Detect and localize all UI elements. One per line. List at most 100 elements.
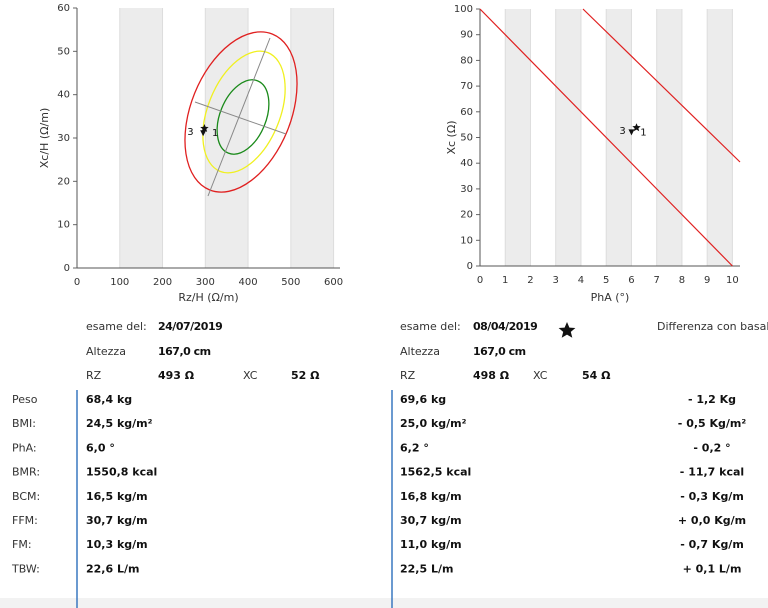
- exam-date-label: esame del:: [400, 320, 461, 333]
- exam-value: 6,2 °: [400, 441, 429, 454]
- difference-title: Differenza con basale: [657, 320, 768, 333]
- rz-value: 498 Ω: [473, 369, 510, 382]
- baseline-value: 6,0 °: [86, 441, 115, 454]
- x-axis-label: PhA (°): [591, 291, 630, 304]
- x-tick-label: 200: [153, 277, 172, 288]
- x-tick-label: 5: [603, 275, 609, 286]
- y-tick-label: 50: [460, 133, 473, 144]
- reference-ellipses: [184, 31, 298, 197]
- grid-band: [290, 8, 334, 268]
- ellipse-50: [216, 79, 270, 155]
- point-marker: [200, 130, 207, 137]
- xc-value: 52 Ω: [291, 369, 320, 382]
- x-tick-label: 0: [74, 277, 80, 288]
- exam-value: 16,8 kg/m: [400, 490, 462, 503]
- point-label: 1: [640, 127, 646, 138]
- grid-band: [555, 9, 581, 266]
- height-label: Altezza: [400, 345, 440, 358]
- row-label: FFM:: [12, 514, 38, 527]
- x-tick-label: 10: [726, 275, 739, 286]
- xc-label: XC: [243, 369, 258, 382]
- reference-line: [582, 8, 741, 163]
- y-tick-label: 0: [64, 263, 70, 274]
- difference-value: - 0,2 °: [693, 441, 730, 454]
- exam-date-label: esame del:: [86, 320, 147, 333]
- baseline-value: 1550,8 kcal: [86, 466, 157, 479]
- baseline-value: 22,6 L/m: [86, 562, 139, 575]
- grid-band: [656, 9, 682, 266]
- difference-value: + 0,1 L/m: [683, 562, 742, 575]
- x-tick-label: 7: [654, 275, 660, 286]
- y-tick-label: 40: [460, 158, 473, 169]
- x-tick-label: 4: [578, 275, 584, 286]
- rz-label: RZ: [400, 369, 416, 382]
- y-tick-label: 50: [57, 46, 70, 57]
- x-axis-label: Rz/H (Ω/m): [178, 291, 238, 304]
- reference-line: [479, 8, 733, 267]
- point-star: [200, 124, 209, 133]
- ellipse-95: [184, 31, 298, 193]
- exam-date: 24/07/2019: [158, 320, 222, 333]
- y-tick-label: 30: [57, 133, 70, 144]
- x-tick-label: 3: [553, 275, 559, 286]
- y-tick-label: 20: [57, 176, 70, 187]
- difference-value: - 0,7 Kg/m: [680, 538, 744, 551]
- baseline-value: 24,5 kg/m²: [86, 417, 153, 430]
- difference-value: - 1,2 Kg: [688, 393, 736, 406]
- height-label: Altezza: [86, 345, 126, 358]
- exam-value: 69,6 kg: [400, 393, 446, 406]
- exam-value: 11,0 kg/m: [400, 538, 462, 551]
- grid-band: [505, 9, 531, 266]
- row-label: BMR:: [12, 466, 40, 479]
- star-icon: [558, 322, 576, 338]
- row-label: BMI:: [12, 417, 36, 430]
- y-tick-label: 70: [460, 81, 473, 92]
- y-axis-label: Xc (Ω): [445, 120, 458, 154]
- ellipse-75: [202, 50, 286, 174]
- grid-band: [606, 9, 632, 266]
- y-tick-label: 80: [460, 55, 473, 66]
- xc-label: XC: [533, 369, 548, 382]
- point-label: 1: [212, 128, 218, 139]
- baseline-value: 10,3 kg/m: [86, 538, 148, 551]
- x-tick-label: 2: [527, 275, 533, 286]
- x-tick-label: 0: [477, 275, 483, 286]
- rz-label: RZ: [86, 369, 102, 382]
- exam-value: 30,7 kg/m: [400, 514, 462, 527]
- baseline-value: 16,5 kg/m: [86, 490, 148, 503]
- point-star: [632, 123, 641, 132]
- y-axis-label: Xc/H (Ω/m): [38, 108, 51, 168]
- height-value: 167,0 cm: [158, 345, 211, 358]
- grid-band: [707, 9, 733, 266]
- exam-value: 22,5 L/m: [400, 562, 453, 575]
- exam-value: 25,0 kg/m²: [400, 417, 467, 430]
- row-label: Peso: [12, 393, 38, 406]
- y-tick-label: 40: [57, 90, 70, 101]
- x-tick-label: 1: [502, 275, 508, 286]
- y-tick-label: 90: [460, 30, 473, 41]
- difference-value: - 11,7 kcal: [680, 466, 744, 479]
- difference-value: - 0,3 Kg/m: [680, 490, 744, 503]
- y-tick-label: 30: [460, 184, 473, 195]
- y-tick-label: 100: [454, 4, 473, 15]
- grid-band: [205, 8, 249, 268]
- y-tick-label: 20: [460, 210, 473, 221]
- baseline-value: 68,4 kg: [86, 393, 132, 406]
- row-label: TBW:: [11, 562, 40, 575]
- exam-date: 08/04/2019: [473, 320, 537, 333]
- minor-axis: [194, 101, 287, 135]
- point-marker: [628, 129, 635, 136]
- exam-value: 1562,5 kcal: [400, 466, 471, 479]
- y-tick-label: 10: [57, 220, 70, 231]
- y-tick-label: 10: [460, 235, 473, 246]
- x-tick-label: 400: [239, 277, 258, 288]
- x-tick-label: 600: [324, 277, 343, 288]
- x-tick-label: 9: [704, 275, 710, 286]
- x-tick-label: 500: [281, 277, 300, 288]
- point-label: 3: [619, 126, 625, 137]
- row-label: FM:: [12, 538, 32, 551]
- row-label: PhA:: [12, 441, 37, 454]
- y-tick-label: 60: [460, 107, 473, 118]
- footer-strip: [0, 598, 768, 608]
- x-tick-label: 8: [679, 275, 685, 286]
